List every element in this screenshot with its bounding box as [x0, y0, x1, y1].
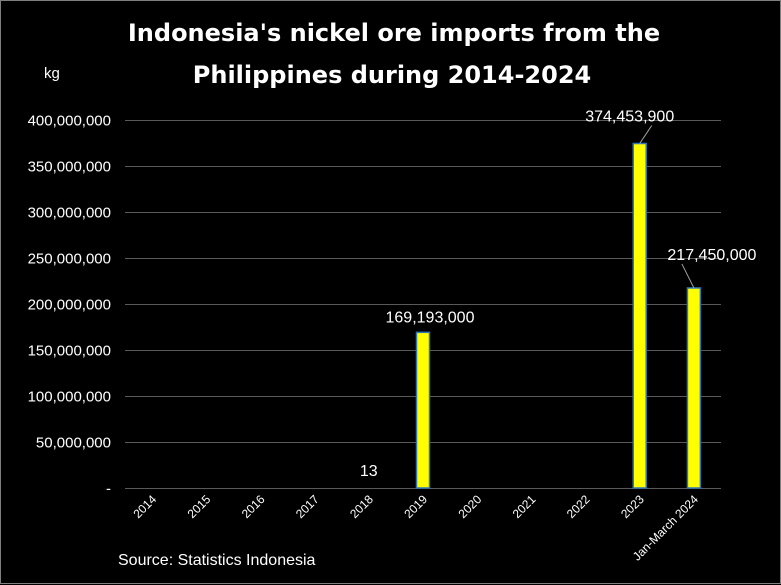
- y-tick-label: 350,000,000: [28, 159, 111, 176]
- data-labels: 13 169,193,000 374,453,900 217,450,000: [360, 109, 757, 480]
- y-tick-label: 200,000,000: [28, 297, 111, 314]
- x-tick-label: 2017: [293, 492, 322, 521]
- bar: [632, 142, 647, 489]
- gridlines: [125, 120, 721, 489]
- y-tick-label: 400,000,000: [28, 113, 111, 130]
- data-label: 169,193,000: [386, 309, 475, 326]
- data-label: 13: [360, 463, 378, 480]
- x-tick-label: 2018: [347, 492, 376, 521]
- y-tick-label: 250,000,000: [28, 251, 111, 268]
- y-tick-label: 150,000,000: [28, 343, 111, 360]
- x-tick-label: 2016: [239, 492, 268, 521]
- y-tick-label: 100,000,000: [28, 389, 111, 406]
- bar: [415, 331, 431, 489]
- x-tick-label: 2021: [510, 492, 539, 521]
- data-label: 374,453,900: [585, 109, 674, 126]
- label-leader-line: [639, 125, 653, 144]
- bar: [686, 287, 702, 489]
- source-note: Source: Statistics Indonesia: [118, 552, 316, 569]
- chart-title-line-1: Indonesia's nickel ore imports from the: [128, 19, 660, 47]
- y-axis-unit: kg: [44, 65, 60, 82]
- y-tick-label: 300,000,000: [28, 205, 111, 222]
- y-axis-ticks: - 50,000,000 100,000,000 150,000,000 200,000…: [28, 113, 111, 498]
- x-tick-label: 2022: [564, 492, 593, 521]
- chart-title-line-2: Philippines during 2014-2024: [193, 61, 591, 89]
- x-tick-label: 2020: [456, 492, 485, 521]
- x-tick-label: 2019: [401, 492, 430, 521]
- y-tick-label: 50,000,000: [36, 435, 111, 452]
- y-tick-label: -: [106, 481, 111, 498]
- data-label: 217,450,000: [667, 247, 756, 264]
- label-leader-line: [681, 263, 695, 289]
- x-tick-label: 2015: [185, 492, 214, 521]
- x-tick-label: 2014: [130, 492, 159, 521]
- x-tick-label: 2023: [618, 492, 647, 521]
